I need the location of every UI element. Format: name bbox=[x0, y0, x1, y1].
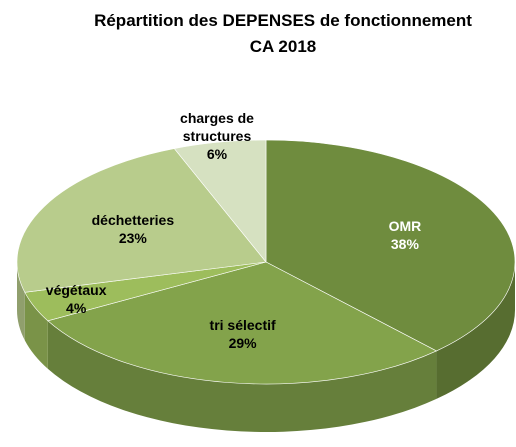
pie-side bbox=[47, 320, 437, 432]
slice-label-box: végétaux 4% bbox=[21, 271, 131, 327]
chart-subtitle: CA 2018 bbox=[250, 37, 316, 56]
slice-label-box: OMR 38% bbox=[350, 207, 460, 263]
pie-side bbox=[436, 262, 515, 399]
value-label: 6% bbox=[206, 146, 228, 163]
value-label: 23% bbox=[118, 229, 147, 246]
chart-title: Répartition des DEPENSES de fonctionneme… bbox=[94, 11, 472, 30]
value-label: 4% bbox=[66, 299, 87, 316]
category-label: déchetteries bbox=[91, 211, 175, 228]
pie-slice bbox=[173, 139, 267, 263]
slice-label-box: tri sélectif 29% bbox=[188, 306, 298, 362]
pie-side bbox=[24, 292, 48, 369]
category-label: charges de structures bbox=[180, 110, 254, 145]
pie-tops bbox=[16, 139, 516, 385]
value-label: 29% bbox=[228, 335, 257, 352]
pie-sides bbox=[17, 262, 515, 432]
pie-side bbox=[17, 262, 25, 341]
slice-label-box: charges de structures 6% bbox=[162, 108, 272, 164]
category-label: tri sélectif bbox=[209, 317, 276, 334]
category-label: OMR bbox=[388, 218, 422, 235]
value-label: 38% bbox=[390, 236, 419, 253]
slice-label-box: déchetteries 23% bbox=[78, 201, 188, 257]
pie-slice bbox=[265, 139, 516, 352]
pie-slice bbox=[47, 261, 438, 385]
pie-slice bbox=[16, 148, 267, 293]
category-label: végétaux bbox=[45, 281, 107, 298]
